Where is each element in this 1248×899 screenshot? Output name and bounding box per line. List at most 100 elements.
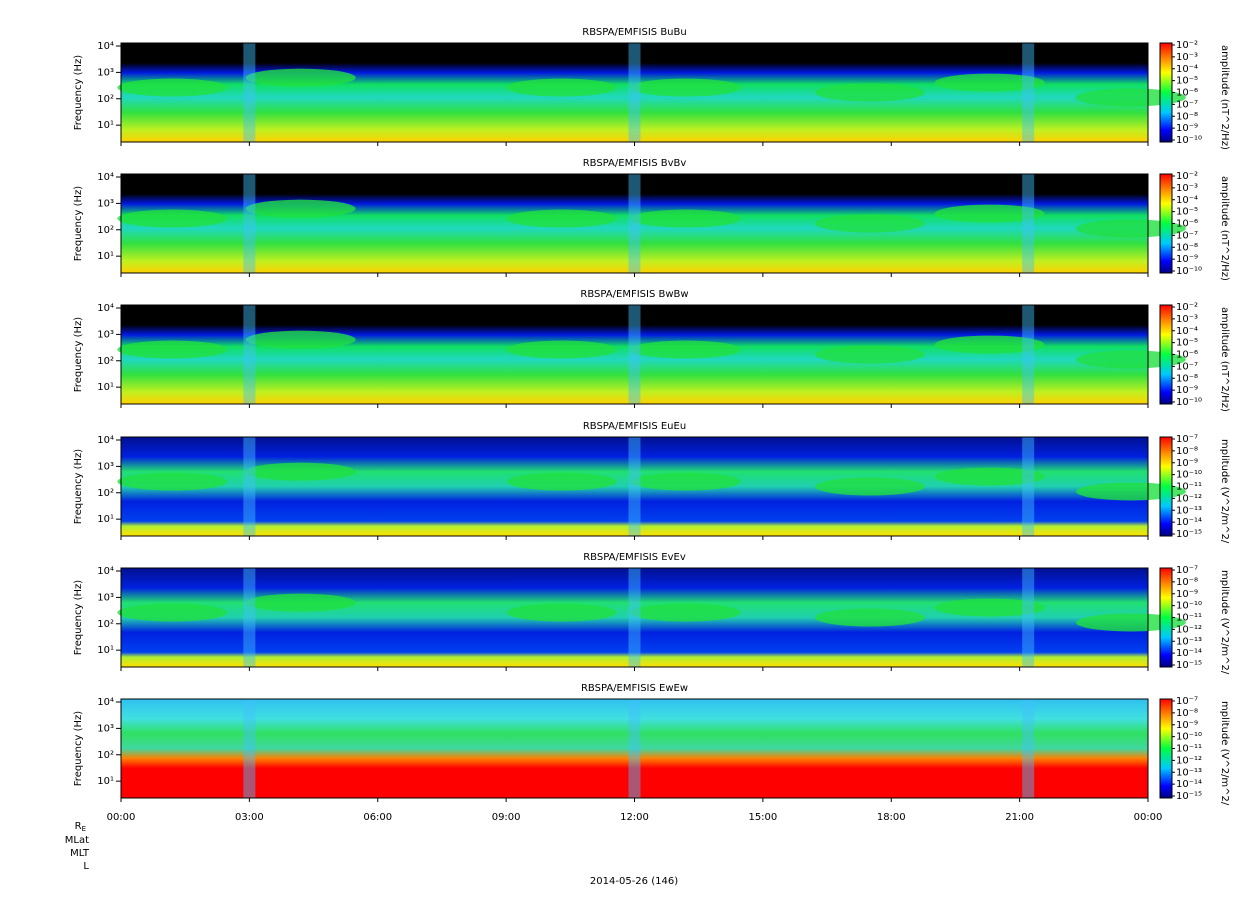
spectrogram-feature: [117, 603, 228, 622]
spectrogram-feature: [630, 472, 741, 491]
colorbar-tick-label: 10⁻⁹: [1176, 720, 1198, 731]
colorbar-tick-label: 10⁻⁸: [1176, 242, 1198, 253]
colorbar-tick-label: 10⁻¹¹: [1176, 613, 1202, 624]
x-tick-label: 00:00: [1134, 812, 1163, 823]
spectrogram-feature: [243, 174, 256, 273]
colorbar-tick-label: 10⁻⁹: [1176, 589, 1198, 600]
spectrogram-feature: [1075, 482, 1186, 501]
colorbar: [1159, 567, 1173, 668]
spectrogram-feature: [117, 472, 228, 491]
colorbar-tick-label: 10⁻¹⁴: [1176, 779, 1202, 790]
y-tick-label: 10¹: [97, 251, 114, 262]
colorbar-tick-label: 10⁻¹⁰: [1176, 135, 1202, 146]
colorbar: [1159, 436, 1173, 537]
colorbar-tick-label: 10⁻³: [1176, 183, 1198, 194]
colorbar-tick-label: 10⁻⁶: [1176, 350, 1198, 361]
colorbar-tick-label: 10⁻⁸: [1176, 708, 1198, 719]
colorbar-tick-label: 10⁻²: [1176, 40, 1198, 51]
colorbar-tick-label: 10⁻¹³: [1176, 505, 1202, 516]
x-tick-label: 21:00: [1005, 812, 1034, 823]
colorbar-tick-label: 10⁻¹⁰: [1176, 397, 1202, 408]
y-axis-label: Frequency (Hz): [73, 317, 84, 393]
y-tick-label: 10³: [97, 461, 114, 472]
spectrogram-feature: [934, 335, 1045, 354]
spectrogram-feature: [245, 330, 356, 349]
y-tick-label: 10³: [97, 723, 114, 734]
colorbar: [1159, 42, 1173, 143]
y-tick-label: 10³: [97, 67, 114, 78]
spectrogram-feature: [1075, 219, 1186, 238]
spectrogram-feature: [117, 209, 228, 228]
colorbar-tick-label: 10⁻²: [1176, 171, 1198, 182]
spectrogram-feature: [506, 472, 617, 491]
colorbar-label: amplitude (nT^2/Hz): [1219, 307, 1230, 412]
spectrogram-image: [121, 43, 1148, 142]
spectrogram-feature: [1022, 174, 1035, 273]
spectrogram-feature: [814, 345, 925, 364]
colorbar-tick-label: 10⁻⁷: [1176, 434, 1198, 445]
colorbar-tick-label: 10⁻⁶: [1176, 88, 1198, 99]
colorbar-label: amplitude (nT^2/Hz): [1219, 176, 1230, 281]
ephemeris-label: L: [83, 861, 89, 872]
colorbar-label: mplitude (V^2/m^2/: [1219, 701, 1230, 806]
spectrogram-feature: [630, 340, 741, 359]
colorbar-label: amplitude (nT^2/Hz): [1219, 45, 1230, 150]
spectrogram-feature: [934, 467, 1045, 486]
colorbar-tick-label: 10⁻⁷: [1176, 99, 1198, 110]
spectrogram-feature: [628, 305, 641, 404]
colorbar-tick-label: 10⁻¹⁵: [1176, 791, 1202, 802]
colorbar: [1159, 304, 1173, 405]
panels: RBSPA/EMFISIS BuBu Frequency (Hz) 10¹ 10² 10…: [73, 27, 1230, 823]
colorbar-tick-label: 10⁻⁹: [1176, 123, 1198, 134]
x-tick-label: 18:00: [877, 812, 906, 823]
y-tick-label: 10¹: [97, 382, 114, 393]
colorbar-tick-label: 10⁻⁸: [1176, 446, 1198, 457]
y-tick-label: 10²: [97, 619, 114, 630]
spectrogram-image: [121, 305, 1148, 404]
spectrogram-feature: [1022, 43, 1035, 142]
spectrogram-feature: [506, 603, 617, 622]
colorbar-tick-label: 10⁻¹⁴: [1176, 648, 1202, 659]
date-label: 2014-05-26 (146): [590, 876, 678, 887]
y-axis-label: Frequency (Hz): [73, 449, 84, 525]
spectrogram-feature: [630, 603, 741, 622]
spectrogram-feature: [814, 214, 925, 233]
panel-title: RBSPA/EMFISIS BvBv: [583, 158, 687, 169]
spectrogram-feature: [506, 340, 617, 359]
y-tick-label: 10⁴: [97, 41, 114, 52]
spectrogram-feature: [117, 78, 228, 97]
spectrogram-feature: [1022, 305, 1035, 404]
spectrogram-feature: [934, 598, 1045, 617]
colorbar-tick-label: 10⁻¹²: [1176, 755, 1202, 766]
spectrogram-feature: [628, 437, 641, 536]
spectrogram-feature: [243, 699, 256, 798]
spectrogram-feature: [506, 209, 617, 228]
colorbar-tick-label: 10⁻¹⁰: [1176, 732, 1202, 743]
ephemeris-subscript: E: [82, 825, 86, 833]
y-tick-label: 10³: [97, 329, 114, 340]
colorbar-tick-label: 10⁻⁸: [1176, 577, 1198, 588]
spectrogram-feature: [814, 83, 925, 102]
colorbar-tick-label: 10⁻¹⁰: [1176, 470, 1202, 481]
spectrogram-feature: [814, 608, 925, 627]
spectrogram-feature: [243, 43, 256, 142]
y-tick-label: 10⁴: [97, 435, 114, 446]
spectrogram-feature: [117, 340, 228, 359]
panel-title: RBSPA/EMFISIS BwBw: [580, 289, 688, 300]
y-tick-label: 10²: [97, 488, 114, 499]
colorbar-tick-label: 10⁻⁸: [1176, 111, 1198, 122]
y-tick-label: 10²: [97, 225, 114, 236]
panel-title: RBSPA/EMFISIS EwEw: [581, 683, 688, 694]
colorbar-tick-label: 10⁻¹³: [1176, 767, 1202, 778]
colorbar-tick-label: 10⁻¹⁵: [1176, 529, 1202, 540]
y-tick-label: 10³: [97, 592, 114, 603]
y-tick-label: 10¹: [97, 514, 114, 525]
colorbar-tick-label: 10⁻³: [1176, 314, 1198, 325]
x-tick-label: 03:00: [235, 812, 264, 823]
colorbar-label: mplitude (V^2/m^2/: [1219, 439, 1230, 544]
spectrogram-feature: [630, 209, 741, 228]
spectrogram-feature: [1022, 699, 1035, 798]
y-tick-label: 10²: [97, 750, 114, 761]
spectrogram-feature: [1075, 613, 1186, 632]
spectrogram-image: [121, 437, 1148, 536]
